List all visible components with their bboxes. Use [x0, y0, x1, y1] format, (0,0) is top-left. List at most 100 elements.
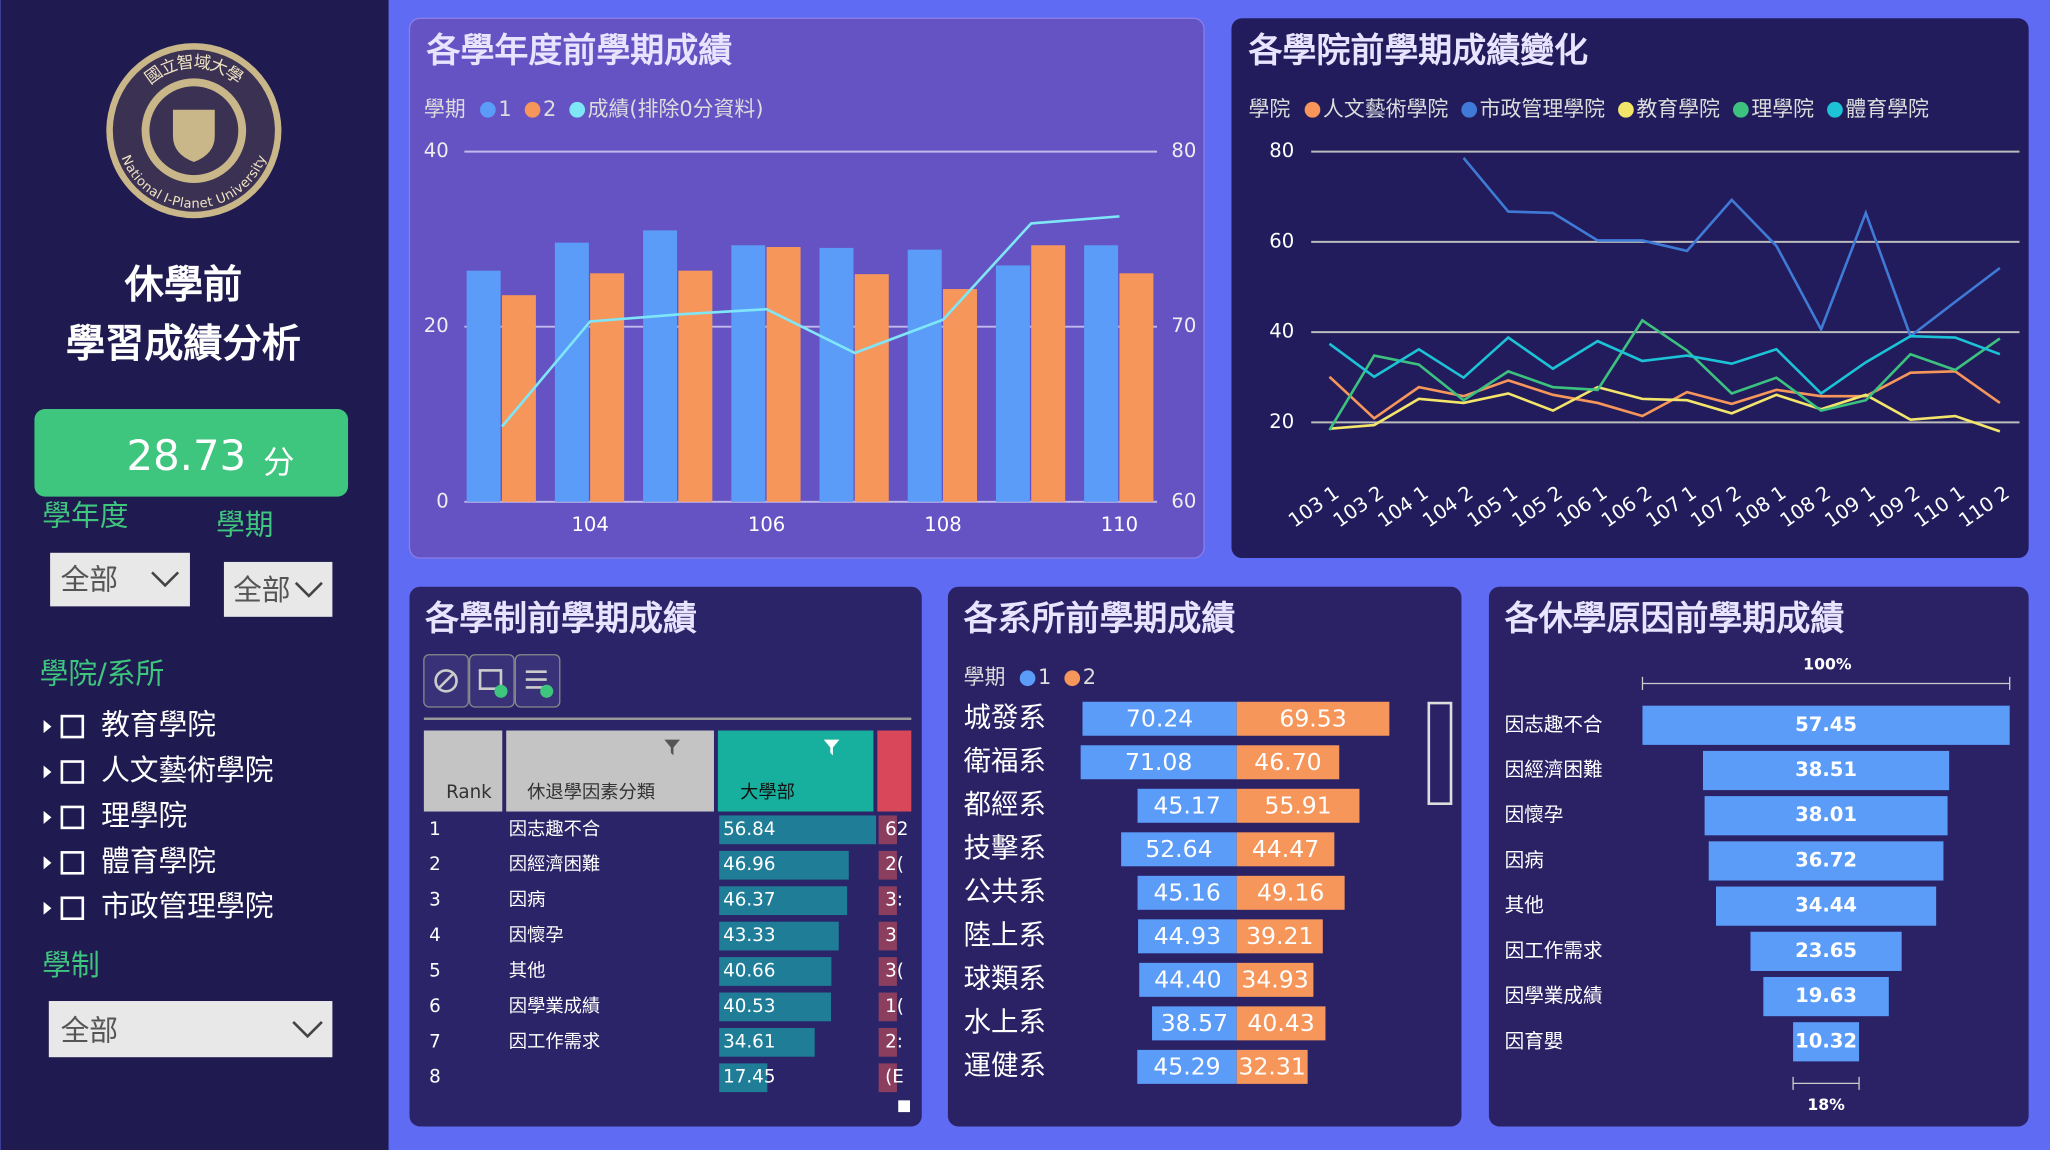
cell-bg — [878, 886, 897, 916]
legend-label: 1 — [498, 97, 511, 121]
y2-tick-label: 80 — [1171, 139, 1196, 162]
y-tick-label: 40 — [1269, 320, 1294, 343]
cell-bg — [878, 957, 897, 986]
funnel-bar — [1750, 931, 1902, 971]
data-bar — [719, 921, 839, 951]
chart-title: 各休學原因前學期成績 — [1505, 599, 1845, 639]
table-cell: 40.53 — [723, 996, 775, 1017]
table-cell: 7 — [429, 1031, 441, 1052]
kpi-unit: 分 — [263, 445, 294, 481]
data-label: 34.44 — [1795, 894, 1857, 917]
panel — [409, 586, 922, 1127]
funnel-bar — [1708, 841, 1944, 881]
expand-arrow — [43, 720, 52, 734]
category-label: 都經系 — [964, 789, 1046, 820]
dropdown[interactable]: 全部 — [50, 552, 190, 607]
table-cell: 2 — [429, 854, 441, 875]
data-label: 38.51 — [1795, 758, 1857, 781]
line-series — [1328, 318, 2001, 431]
funnel-bar — [1763, 976, 1889, 1017]
cell-bg — [878, 1063, 897, 1093]
bar — [942, 289, 977, 502]
bar — [554, 242, 589, 502]
checkbox-label: 教育學院 — [101, 708, 216, 742]
data-label: 23.65 — [1795, 939, 1857, 962]
category-label: 衛福系 — [964, 746, 1046, 777]
toolbar-button[interactable] — [468, 654, 515, 708]
checkbox-label: 市政管理學院 — [101, 889, 273, 923]
table-cell: 46.96 — [723, 854, 775, 875]
table-cell: 2( — [885, 854, 904, 875]
bar — [1152, 1006, 1237, 1041]
legend-label: 人文藝術學院 — [1323, 97, 1448, 121]
data-label: 45.16 — [1153, 879, 1220, 907]
dropdown-value: 全部 — [61, 563, 118, 597]
funnel-top-label: 100% — [1803, 655, 1852, 674]
legend-marker — [1304, 101, 1321, 118]
table-cell: 56.84 — [723, 819, 775, 840]
table-cell: 因病 — [509, 890, 546, 911]
data-label: 40.43 — [1247, 1009, 1314, 1037]
checkbox[interactable] — [60, 851, 85, 875]
funnel-bar — [1642, 705, 2010, 745]
table-cell: 1( — [885, 996, 904, 1017]
category-label: 因工作需求 — [1505, 939, 1603, 962]
table-cell: 6 — [429, 996, 441, 1017]
x-tick-label: 108 — [924, 513, 961, 536]
category-label: 運健系 — [964, 1050, 1046, 1081]
data-label: 34.93 — [1241, 966, 1308, 994]
y-tick-label: 80 — [1269, 139, 1294, 162]
table-header — [423, 730, 503, 812]
data-bar — [719, 815, 877, 845]
scrollbar[interactable] — [1427, 701, 1453, 805]
table-cell: 5 — [429, 960, 441, 981]
legend-title: 學期 — [424, 97, 466, 121]
bar — [678, 270, 713, 502]
line-series — [1329, 385, 2001, 433]
legend-label: 理學院 — [1751, 97, 1814, 121]
funnel-bar — [1704, 796, 1948, 836]
checkbox[interactable] — [60, 760, 85, 784]
data-label: 69.53 — [1279, 705, 1346, 733]
category-label: 球類系 — [964, 963, 1046, 994]
checkbox[interactable] — [60, 714, 85, 739]
funnel-bracket — [1792, 1076, 1860, 1090]
funnel-bottom-label: 18% — [1807, 1095, 1845, 1114]
chart-title: 各學院前學期成績變化 — [1248, 31, 1588, 71]
dropdown[interactable]: 全部 — [223, 561, 333, 617]
bar — [1236, 832, 1335, 867]
y-tick-label: 20 — [424, 314, 449, 337]
table-cell: 3( — [885, 960, 904, 981]
checkbox[interactable] — [60, 896, 85, 920]
table-cell: 17.45 — [723, 1067, 775, 1088]
legend-marker — [1733, 101, 1749, 118]
data-label: 38.01 — [1795, 803, 1857, 826]
y-tick-label: 60 — [1269, 229, 1294, 252]
dropdown[interactable]: 全部 — [48, 1001, 333, 1058]
column-header: 休退學因素分類 — [527, 782, 655, 803]
bar — [1137, 1049, 1237, 1084]
legend-label: 1 — [1038, 665, 1051, 689]
line-series — [1328, 334, 2001, 396]
table-cell: 3 — [885, 925, 897, 946]
bar — [1236, 701, 1390, 736]
bar — [766, 247, 801, 502]
dropdown-value: 全部 — [233, 573, 290, 607]
category-label: 城發系 — [964, 702, 1046, 733]
data-label: 44.40 — [1154, 966, 1221, 994]
table-cell: 46.37 — [723, 890, 775, 911]
category-label: 因志趣不合 — [1505, 713, 1603, 736]
bar — [590, 273, 625, 502]
bar — [1082, 701, 1237, 736]
x-tick-label: 106 — [748, 513, 785, 536]
table-title: 各學制前學期成績 — [425, 599, 697, 639]
y2-tick-label: 60 — [1171, 489, 1196, 512]
y-tick-label: 20 — [1269, 410, 1294, 433]
data-label: 55.91 — [1264, 792, 1331, 820]
data-label: 46.70 — [1254, 748, 1321, 776]
checkbox[interactable] — [60, 805, 85, 830]
funnel-bar — [1716, 886, 1937, 926]
data-bar — [719, 992, 832, 1022]
cell-bg — [878, 815, 897, 845]
table-cell: 8 — [429, 1067, 441, 1088]
